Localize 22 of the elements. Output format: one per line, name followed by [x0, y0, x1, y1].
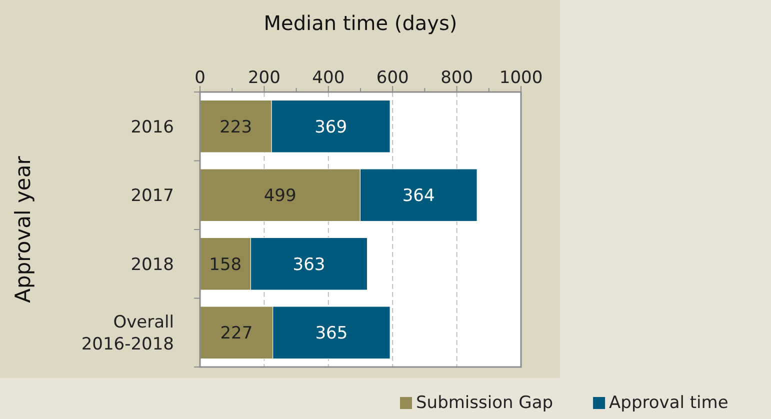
x-tick-label: 0	[194, 68, 206, 88]
data-label: 364	[402, 186, 435, 206]
y-tick-label: 2016	[130, 117, 174, 138]
x-tick-label: 200	[248, 68, 280, 88]
legend-label: Approval time	[609, 393, 728, 413]
data-label: 369	[314, 117, 348, 138]
y-tick-label: 2017	[130, 186, 174, 206]
data-label: 227	[220, 324, 253, 344]
x-axis-title: Median time (days)	[264, 11, 458, 35]
y-tick-label: Overall 2016-2018	[81, 312, 174, 355]
x-tick-label: 600	[376, 68, 409, 88]
y-tick-label: 2018	[130, 254, 174, 275]
data-label: 365	[315, 324, 348, 344]
x-tick-label: 400	[312, 68, 345, 88]
data-label: 499	[264, 186, 296, 206]
data-label: 363	[292, 254, 326, 275]
x-tick-label: 800	[440, 68, 474, 88]
y-axis-title: Approval year	[11, 156, 35, 303]
data-label: 223	[220, 117, 252, 138]
legend-label: Submission Gap	[416, 393, 554, 413]
x-tick-label: 1000	[499, 68, 543, 88]
data-label: 158	[209, 254, 242, 275]
